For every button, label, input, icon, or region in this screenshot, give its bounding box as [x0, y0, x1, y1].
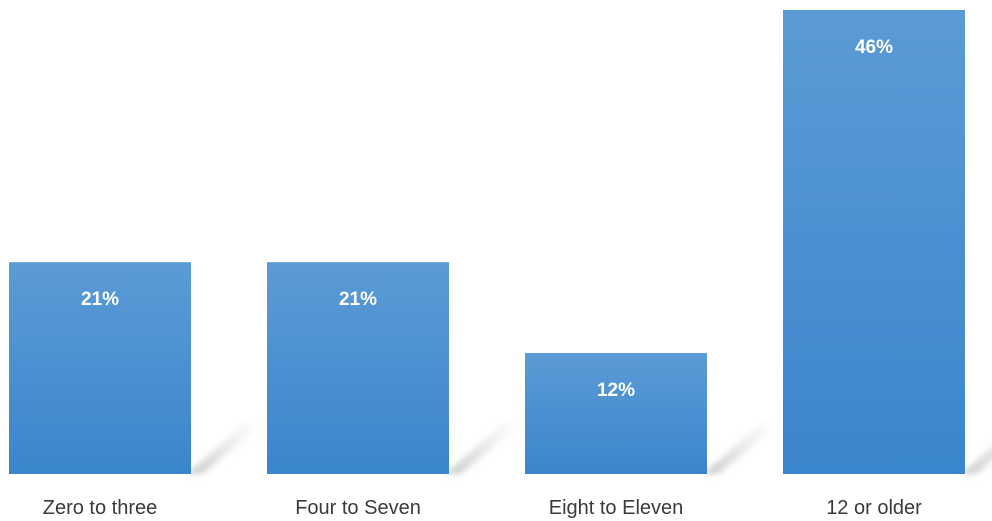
bar-value-label: 21% — [339, 289, 377, 310]
bar-value-label: 12% — [597, 380, 635, 401]
bar-4 — [783, 10, 965, 474]
category-label: Eight to Eleven — [549, 497, 684, 519]
category-label: Zero to three — [43, 497, 158, 519]
bar-3 — [525, 352, 707, 474]
bar-value-label: 21% — [81, 289, 119, 310]
bars-group — [9, 10, 965, 474]
bar-shadow — [703, 422, 777, 474]
category-label: 12 or older — [826, 497, 922, 519]
value-labels-group: 21% 21% 12% 46% — [81, 37, 893, 401]
category-labels-group: Zero to three Four to Seven Eight to Eleve… — [43, 497, 922, 519]
bar-value-label: 46% — [855, 37, 893, 58]
bar-2 — [267, 262, 449, 474]
bar-1 — [9, 262, 191, 474]
bar-shadow — [961, 447, 992, 474]
bar-shadows — [187, 422, 992, 474]
bar-shadow — [187, 422, 261, 474]
category-label: Four to Seven — [295, 497, 421, 519]
bar-shadow — [445, 422, 519, 474]
